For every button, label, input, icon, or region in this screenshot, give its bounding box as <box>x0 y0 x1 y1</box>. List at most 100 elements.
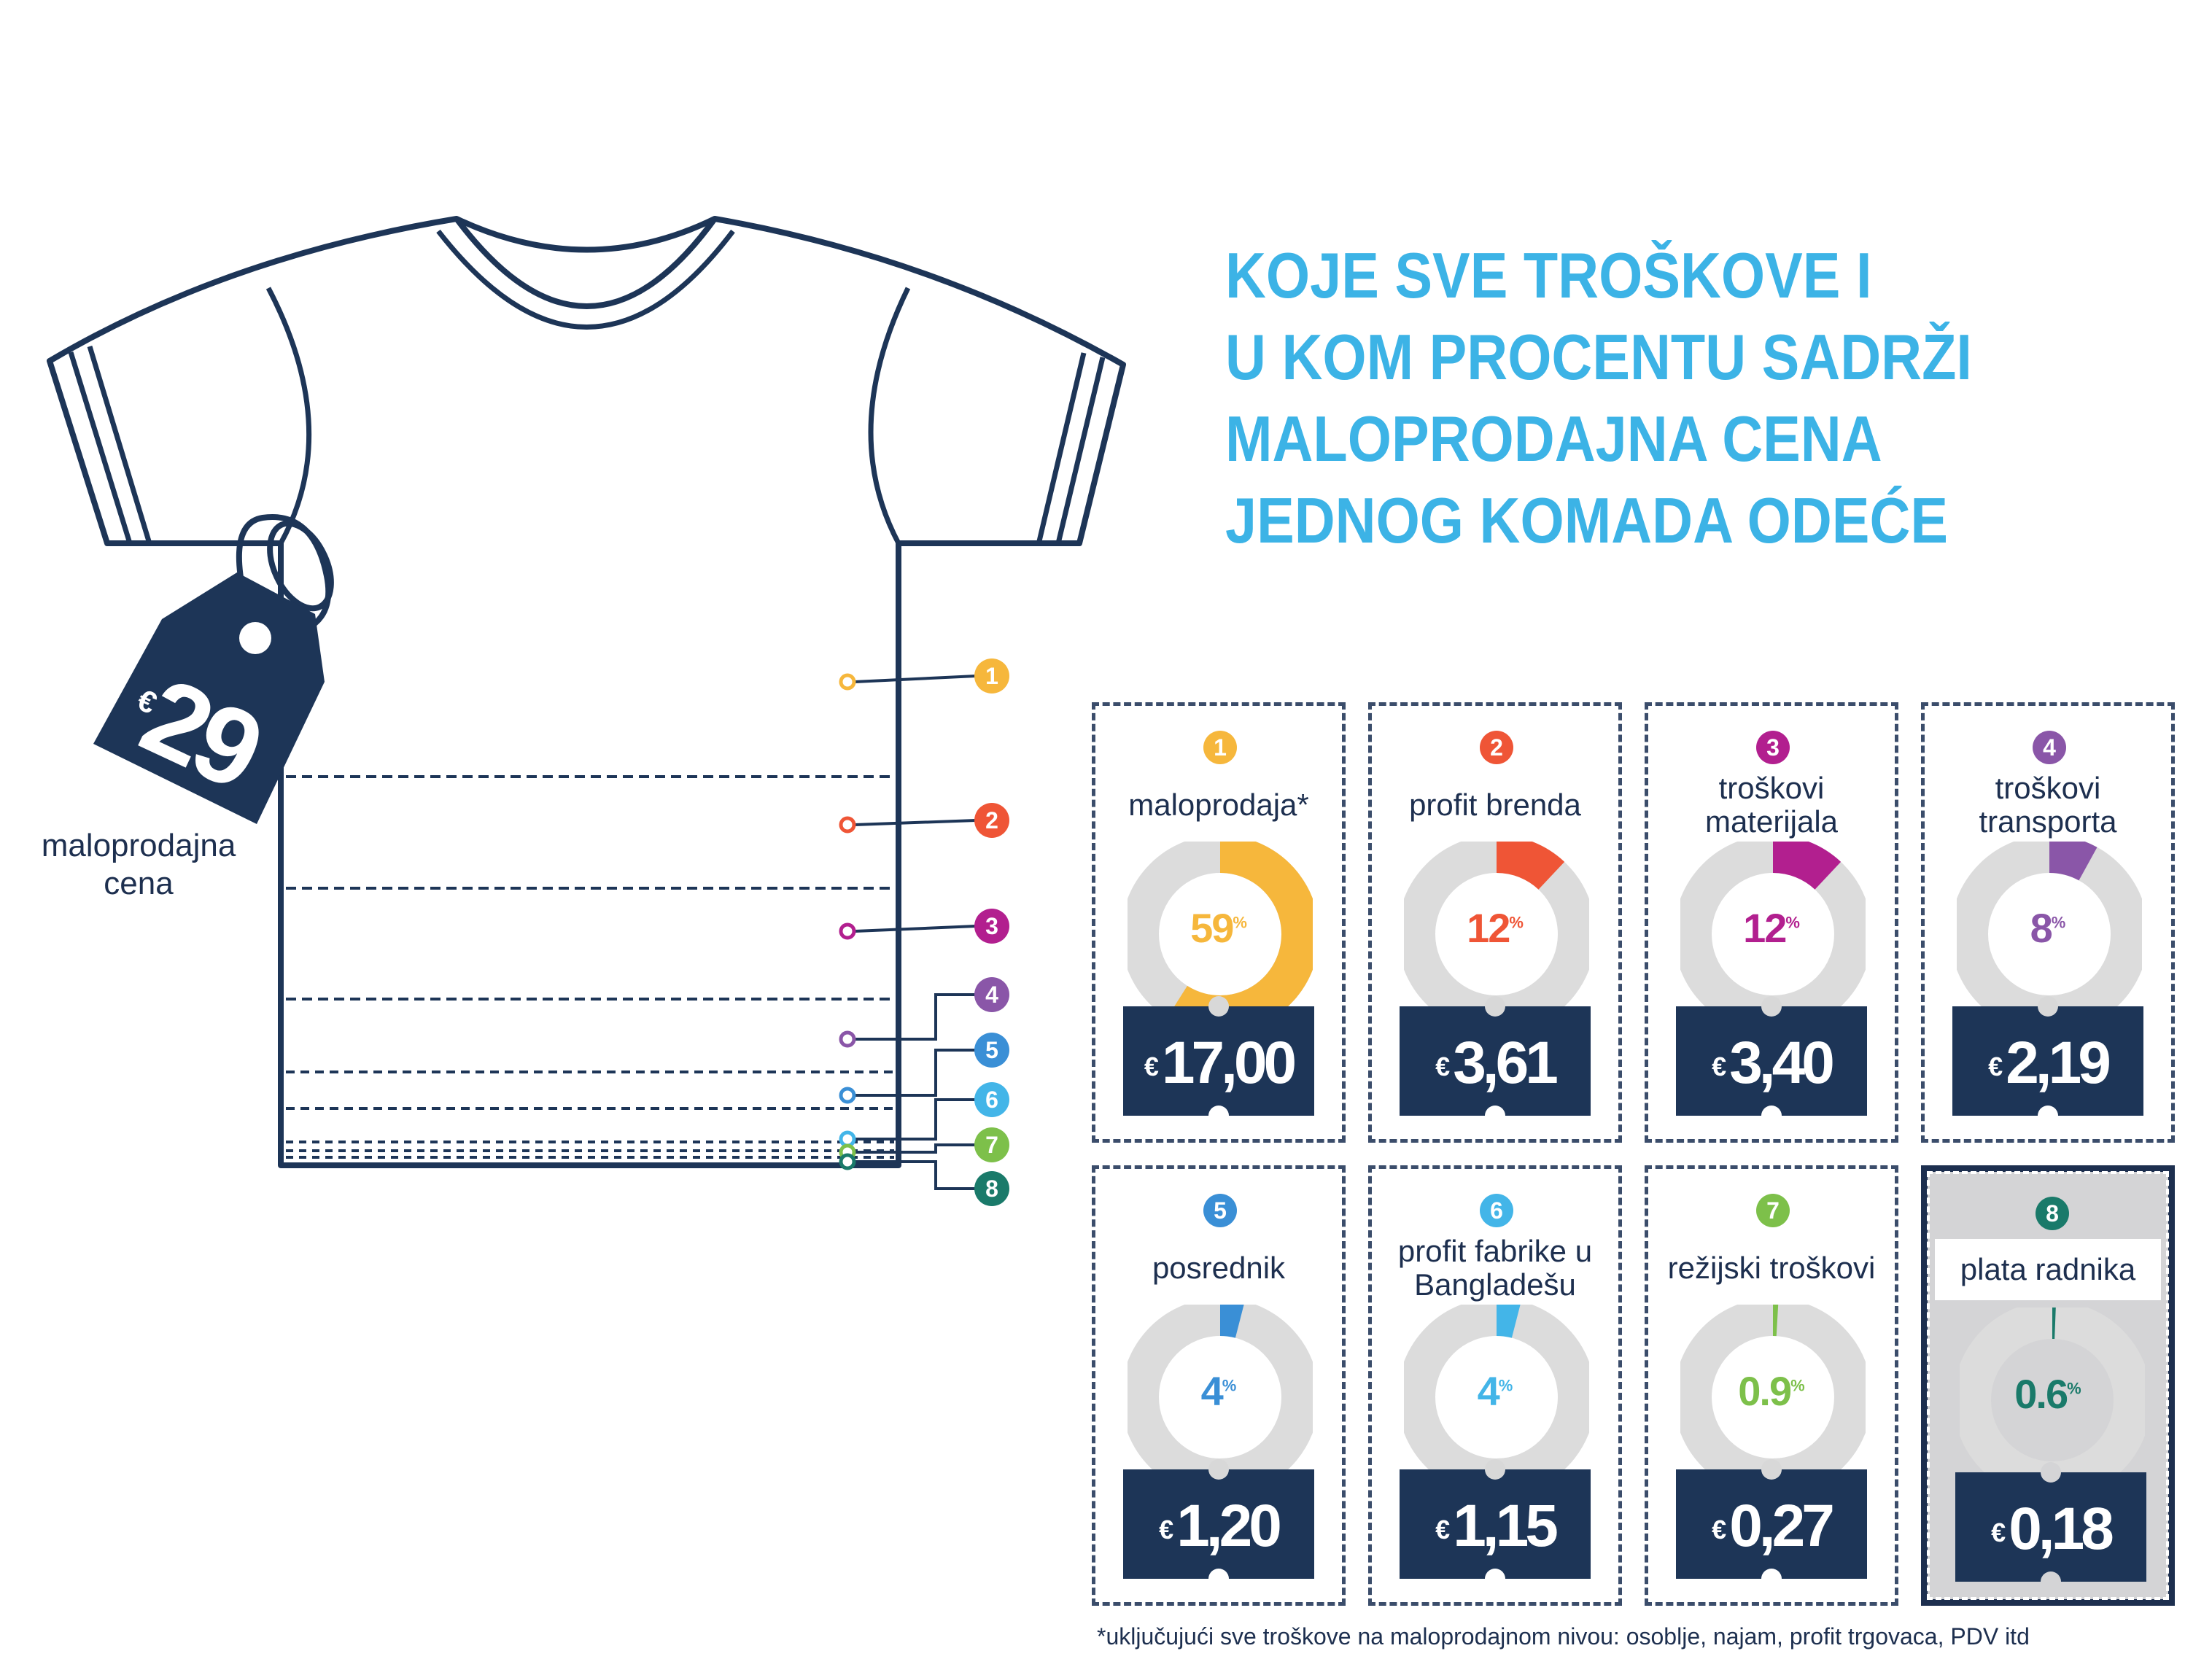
callout-badge-number-5: 5 <box>985 1037 998 1063</box>
callout-line-1 <box>854 675 977 683</box>
callout-anchor-5 <box>839 1087 856 1104</box>
card-label: profit brenda <box>1409 788 1581 822</box>
right-cuff-line-2 <box>1036 352 1087 542</box>
callout-badge-3 <box>974 909 1009 944</box>
tag-notch-bottom <box>2038 1106 2058 1126</box>
percent-sign: % <box>1498 1376 1513 1395</box>
card-number-badge: 6 <box>1480 1194 1513 1227</box>
price-amount: 0,27 <box>1729 1493 1835 1559</box>
callout-badge-2 <box>974 803 1009 838</box>
left-cuff-line-1 <box>68 351 133 545</box>
price-amount: 1,15 <box>1453 1493 1559 1559</box>
tag-notch-top <box>1208 996 1229 1017</box>
callout-badge-number-6: 6 <box>985 1087 998 1113</box>
price-tag: €0,18 <box>1955 1462 2146 1592</box>
price-value: €0,18 <box>1955 1499 2146 1562</box>
percent-value: 59% <box>1095 904 1342 952</box>
percent-sign: % <box>1233 913 1247 932</box>
tshirt-outline <box>47 216 1126 1168</box>
card-number-badge: 3 <box>1756 731 1790 764</box>
cost-card-2: 2 profit brenda 12% €3,61 <box>1368 702 1622 1143</box>
percent-sign: % <box>1790 1376 1805 1395</box>
percent-value: 0.6% <box>1928 1370 2168 1418</box>
price-amount: 17,00 <box>1161 1030 1297 1096</box>
price-value: €3,61 <box>1400 1033 1591 1096</box>
percent-number: 8 <box>2030 905 2053 951</box>
callout-anchor-3 <box>839 922 856 940</box>
card-label: plata radnika <box>1935 1239 2161 1300</box>
callout-line-3 <box>854 925 977 933</box>
percent-sign: % <box>2067 1379 2081 1398</box>
cost-card-6: 6 profit fabrike u Bangladešu 4% €1,15 <box>1368 1165 1622 1606</box>
percent-number: 0.9 <box>1738 1368 1792 1414</box>
percent-number: 12 <box>1467 905 1510 951</box>
footnote: *uključujući sve troškove na maloprodajn… <box>1097 1623 2030 1650</box>
title-line-3: MALOPRODAJNA CENA <box>1225 403 1882 475</box>
percent-value: 12% <box>1648 904 1895 952</box>
price-amount: 2,19 <box>2006 1030 2111 1096</box>
price-tag: €17,00 <box>1123 996 1314 1126</box>
donut-segment <box>1772 842 1842 890</box>
percent-value: 4% <box>1095 1367 1342 1415</box>
title-line-2: U KOM PROCENTU SADRŽI <box>1225 321 1972 393</box>
percent-value: 4% <box>1372 1367 1618 1415</box>
callout-badge-number-7: 7 <box>985 1132 998 1158</box>
card-number-badge: 4 <box>2033 731 2066 764</box>
price-value: €1,20 <box>1123 1496 1314 1559</box>
callout-badge-number-3: 3 <box>985 913 998 939</box>
percent-sign: % <box>1222 1376 1237 1395</box>
tag-notch-top <box>2038 996 2058 1017</box>
card-label: posrednik <box>1152 1251 1286 1285</box>
tag-notch-top <box>1761 996 1782 1017</box>
percent-value: 12% <box>1372 904 1618 952</box>
price-value: €3,40 <box>1676 1033 1867 1096</box>
price-value: €1,15 <box>1400 1496 1591 1559</box>
price-currency: € <box>1435 1052 1451 1081</box>
callout-anchor-8 <box>839 1153 856 1170</box>
card-number-badge: 7 <box>1756 1194 1790 1227</box>
card-label: troškovi transporta <box>1979 771 2117 839</box>
card-label: maloprodaja* <box>1128 788 1309 822</box>
price-currency: € <box>1712 1052 1727 1081</box>
callout-line-8 <box>855 1160 976 1190</box>
callout-badge-number-1: 1 <box>985 663 998 689</box>
retail-price-label: maloprodajna cena <box>22 827 255 903</box>
collar-inner <box>436 229 735 330</box>
price-value: €2,19 <box>1952 1033 2143 1096</box>
price-value: €0,27 <box>1676 1496 1867 1559</box>
price-currency: € <box>1159 1515 1174 1545</box>
callout-anchor-4 <box>839 1030 856 1048</box>
callout-badge-4 <box>974 977 1009 1012</box>
callout-anchor-6 <box>839 1130 856 1148</box>
tag-notch-bottom <box>1208 1106 1229 1126</box>
tag-notch-bottom <box>2041 1571 2061 1592</box>
donut-segment <box>1219 1305 1244 1338</box>
tag-notch-bottom <box>1208 1569 1229 1589</box>
donut-segment <box>1496 1305 1521 1338</box>
card-label: profit fabrike u Bangladešu <box>1397 1234 1593 1302</box>
cost-card-4: 4 troškovi transporta 8% €2,19 <box>1921 702 2175 1143</box>
tag-notch-bottom <box>1485 1106 1505 1126</box>
price-currency: € <box>1712 1515 1727 1545</box>
callout-line-4 <box>855 993 976 1041</box>
retail-price-label-line-2: cena <box>104 866 174 901</box>
price-tag: €3,61 <box>1400 996 1591 1126</box>
card-label: troškovi materijala <box>1704 771 1839 839</box>
donut-segment <box>1496 842 1565 890</box>
percent-value: 0.9% <box>1648 1367 1895 1415</box>
callout-anchor-1 <box>839 673 856 691</box>
price-amount: 3,40 <box>1729 1030 1835 1096</box>
callout-badge-number-8: 8 <box>985 1176 998 1202</box>
tag-notch-bottom <box>1761 1106 1782 1126</box>
callout-badge-6 <box>974 1082 1009 1117</box>
price-tag: € 29 <box>93 514 334 824</box>
price-tag: €1,20 <box>1123 1459 1314 1589</box>
price-tag: €3,40 <box>1676 996 1867 1126</box>
callout-badge-8 <box>974 1171 1009 1206</box>
price-amount: 3,61 <box>1453 1030 1559 1096</box>
tag-notch-top <box>2041 1462 2061 1483</box>
tag-notch-top <box>1485 1459 1505 1480</box>
price-tag: €1,15 <box>1400 1459 1591 1589</box>
tag-notch-top <box>1208 1459 1229 1480</box>
donut-segment <box>2049 842 2097 881</box>
